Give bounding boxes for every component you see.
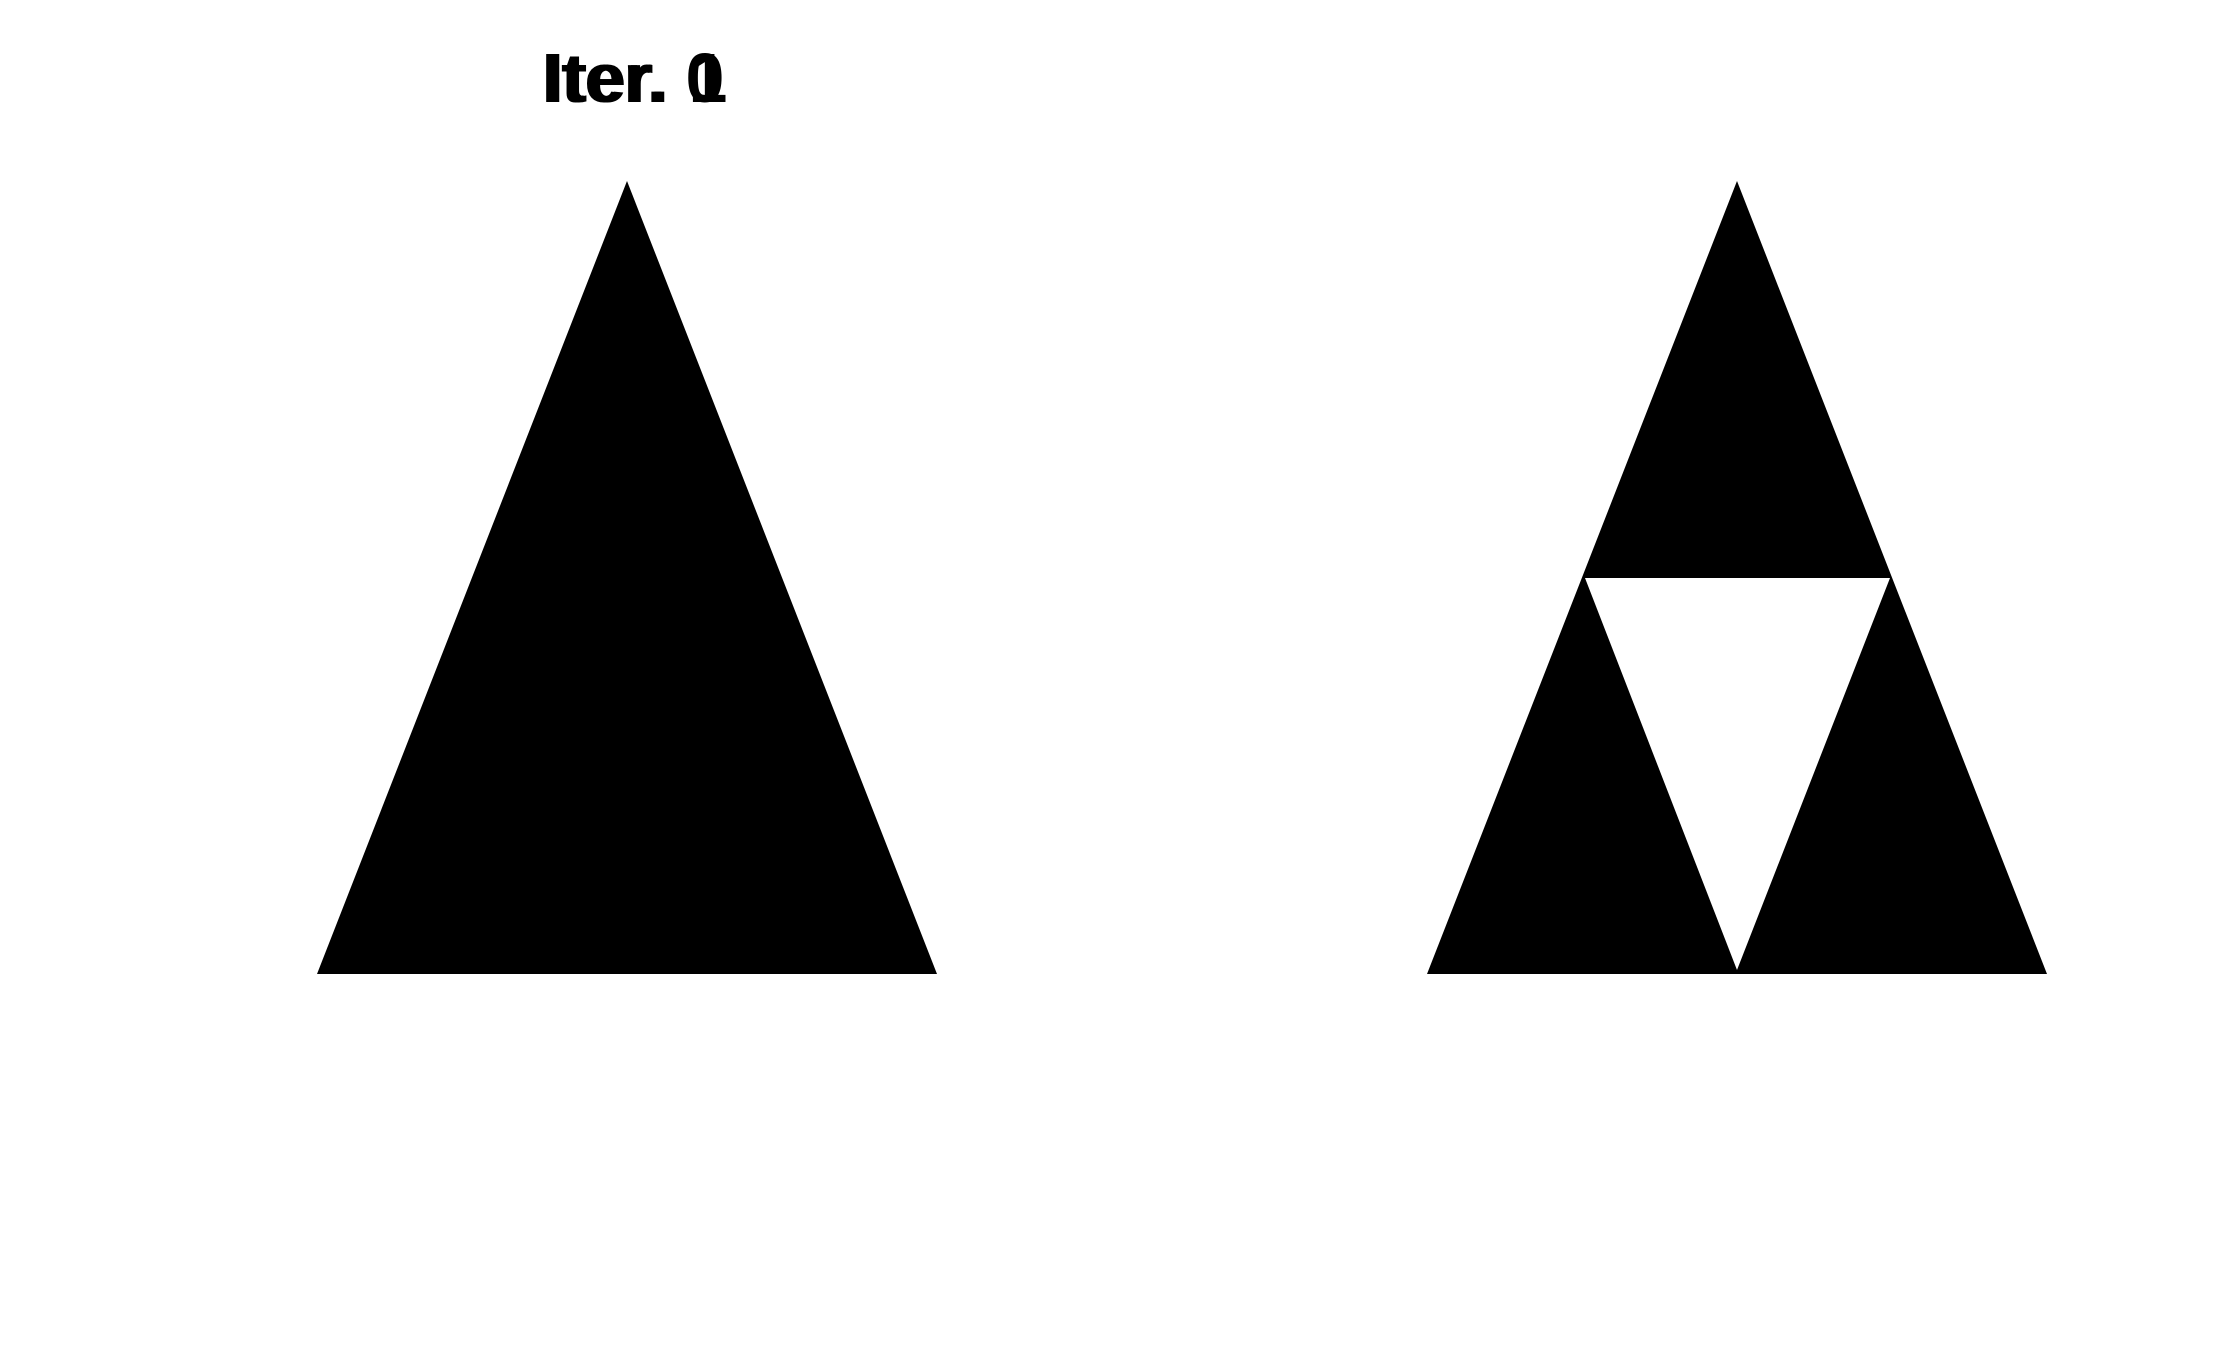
panel-iter-0: Iter. 0	[317, 39, 937, 974]
panel-title: Iter. 1	[544, 39, 728, 117]
removed-middle-triangle	[1585, 578, 1890, 970]
sierpinski-triangle-iter-1	[1427, 181, 2047, 974]
sierpinski-triangle-iter-0	[317, 181, 937, 974]
outer-triangle	[1427, 181, 2047, 974]
panel-title: Iter. 0	[541, 39, 725, 117]
panel-iter-1: Iter. 1	[545, 0, 2220, 1372]
solid-triangle	[317, 181, 937, 974]
